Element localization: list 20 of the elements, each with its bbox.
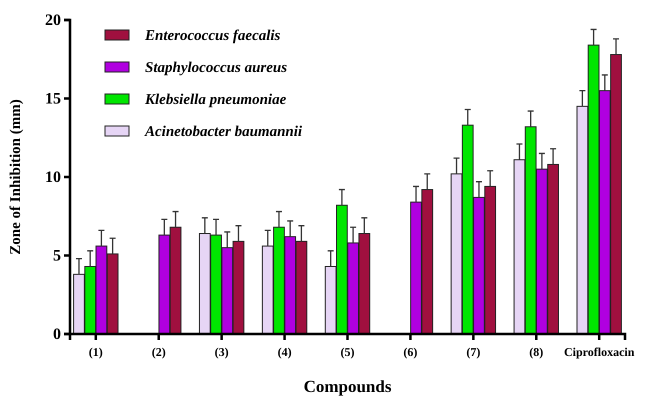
legend-label: Acinetobacter baumannii (144, 124, 303, 140)
y-tick-label: 0 (53, 326, 61, 344)
legend-label: Klebsiella pneumoniae (144, 92, 287, 108)
y-tick-label: 10 (45, 169, 61, 186)
x-tick-label: Ciprofloxacin (564, 345, 635, 360)
legend-label: Staphylococcus aureus (145, 60, 288, 76)
x-tick-label: (5) (340, 345, 354, 360)
y-tick-label: 15 (45, 90, 61, 108)
x-tick-label: (4) (278, 345, 292, 360)
x-axis-title: Compounds (304, 377, 392, 396)
x-tick-label: (8) (529, 345, 544, 360)
y-axis-title: Zone of Inhibition (mm) (8, 99, 24, 255)
x-tick-label: (6) (403, 345, 418, 360)
x-tick-label: (1) (88, 345, 103, 360)
y-tick-label: 20 (45, 12, 61, 30)
x-tick-label: (2) (152, 345, 166, 360)
x-tick-label: (7) (466, 345, 480, 360)
legend-label: Enterococcus faecalis (144, 28, 281, 44)
x-tick-label: (3) (214, 345, 229, 360)
y-tick-label: 5 (53, 248, 61, 265)
